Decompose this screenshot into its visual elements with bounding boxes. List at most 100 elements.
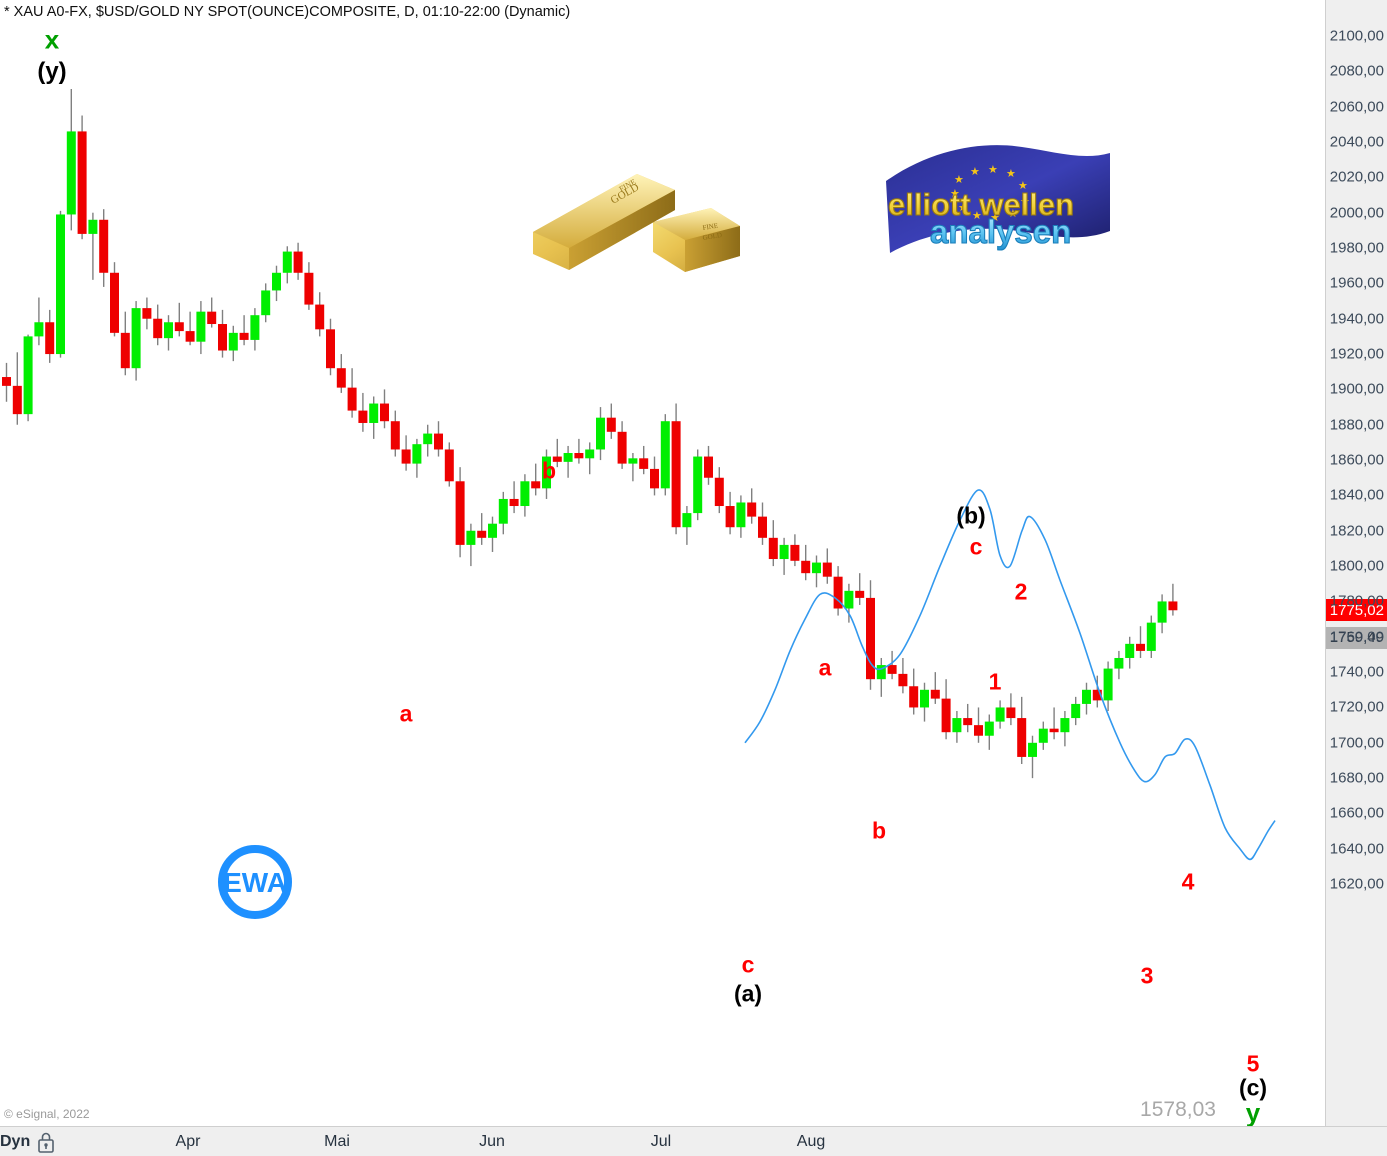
- price-tick: 1760,00: [1329, 628, 1384, 646]
- candle-body-down: [725, 506, 735, 528]
- candle-body-up: [1157, 601, 1167, 623]
- candle-body-down: [747, 502, 757, 517]
- ewa-watermark-logo: EWA: [205, 843, 305, 926]
- candle-body-up: [596, 417, 605, 450]
- candle-body-down: [110, 272, 119, 333]
- elliott-wave-projection-line: [744, 489, 1276, 861]
- candle-body-up: [952, 718, 962, 733]
- price-tick: 2100,00: [1329, 27, 1384, 45]
- candle-body-down: [758, 516, 767, 538]
- svg-text:★: ★: [1020, 196, 1030, 208]
- candle-body-down: [1092, 689, 1102, 701]
- svg-text:★: ★: [970, 166, 980, 178]
- price-tick: 2020,00: [1329, 168, 1384, 186]
- price-tick: 1920,00: [1329, 345, 1384, 363]
- candle-body-down: [866, 597, 875, 680]
- candle-body-down: [434, 433, 443, 450]
- wave-label-b-549: b: [541, 457, 557, 484]
- wave-label-a-825: a: [818, 654, 832, 681]
- candle-body-up: [1082, 689, 1091, 704]
- candle-body-down: [833, 576, 843, 609]
- price-tick: 2080,00: [1329, 62, 1384, 80]
- wave-label-4-1188: 4: [1181, 868, 1195, 895]
- candle-body-up: [56, 214, 65, 355]
- candle-body-down: [477, 530, 487, 538]
- wave-label-y-1253: y: [1245, 1097, 1261, 1128]
- previous-close-badge: 1759,49: [1326, 626, 1387, 649]
- candle-body-down: [801, 560, 811, 574]
- svg-text:★: ★: [972, 210, 982, 222]
- svg-text:★: ★: [958, 202, 968, 214]
- price-tick: 1700,00: [1329, 734, 1384, 752]
- candle-body-up: [585, 449, 595, 459]
- price-tick: 1620,00: [1329, 875, 1384, 893]
- candle-body-up: [682, 513, 692, 528]
- wave-label-c-748: c: [741, 951, 755, 978]
- svg-text:★: ★: [1006, 168, 1016, 180]
- svg-text:★: ★: [1008, 208, 1018, 220]
- candle-body-up: [1146, 622, 1156, 651]
- candle-body-down: [293, 251, 303, 273]
- target-price-label: 1578,03: [1140, 1098, 1216, 1121]
- candle-body-up: [812, 562, 821, 574]
- svg-text:analysen: analysen: [930, 213, 1071, 250]
- candle-body-down: [207, 311, 217, 325]
- wave-label-a-406: a: [399, 700, 413, 727]
- candle-body-up: [1038, 728, 1048, 743]
- price-tick: 1640,00: [1329, 840, 1384, 858]
- candle-body-up: [520, 481, 530, 507]
- candle-body-up: [876, 665, 886, 680]
- candle-body-down: [898, 673, 908, 687]
- candle-body-down: [1006, 707, 1016, 719]
- candle-body-down: [336, 368, 346, 388]
- price-tick: 1960,00: [1329, 274, 1384, 292]
- candle-body-up: [196, 311, 206, 342]
- time-axis[interactable]: Dyn Apr Mai Jun Jul Aug: [0, 1126, 1387, 1156]
- svg-text:GOLD: GOLD: [702, 231, 722, 242]
- candle-body-up: [250, 315, 260, 340]
- svg-text:★: ★: [1018, 180, 1028, 192]
- price-axis[interactable]: 1775,02 1759,49 2100,00 2080,00 2060,00 204…: [1325, 0, 1387, 1126]
- candle-body-up: [498, 498, 508, 524]
- candle-body-down: [142, 308, 152, 319]
- price-tick: 2060,00: [1329, 98, 1384, 116]
- candle-body-up: [261, 290, 271, 316]
- time-tick-jun: Jun: [479, 1133, 505, 1150]
- svg-text:★: ★: [954, 174, 964, 186]
- candle-body-down: [909, 686, 919, 708]
- candle-body-up: [844, 590, 854, 609]
- candle-body-up: [542, 456, 551, 489]
- price-tick: 1980,00: [1329, 239, 1384, 257]
- candle-body-down: [790, 544, 800, 561]
- candle-body-down: [552, 456, 562, 462]
- candle-body-down: [822, 562, 832, 577]
- candle-body-down: [455, 481, 465, 545]
- candle-body-down: [218, 324, 227, 351]
- candle-body-down: [99, 219, 109, 273]
- candle-body-down: [444, 449, 454, 482]
- candle-body-up: [1071, 703, 1081, 719]
- price-tick: 1780,00: [1329, 592, 1384, 610]
- candle-body-down: [326, 329, 335, 369]
- candle-body-down: [185, 331, 195, 342]
- time-tick-jul: Jul: [650, 1133, 672, 1150]
- candle-body-down: [2, 377, 11, 386]
- candle-body-down: [963, 718, 973, 726]
- price-series-svg: [2, 89, 1276, 861]
- candle-body-down: [768, 537, 778, 560]
- price-tick: 1680,00: [1329, 769, 1384, 787]
- wave-label-x-52: x: [44, 24, 60, 55]
- lock-icon[interactable]: [36, 1131, 56, 1156]
- time-tick-aug: Aug: [796, 1133, 826, 1150]
- price-tick: 1660,00: [1329, 804, 1384, 822]
- candle-body-up: [1114, 657, 1124, 669]
- candle-body-up: [88, 219, 98, 234]
- svg-text:EWA: EWA: [223, 867, 287, 898]
- candle-body-down: [174, 322, 184, 332]
- candle-body-down: [380, 403, 389, 422]
- candle-body-up: [1125, 643, 1135, 658]
- candle-body-down: [77, 131, 87, 234]
- wave-label-y-52: (y): [37, 58, 67, 85]
- candle-body-up: [369, 403, 379, 423]
- chart-plot-area[interactable]: [0, 22, 1325, 1126]
